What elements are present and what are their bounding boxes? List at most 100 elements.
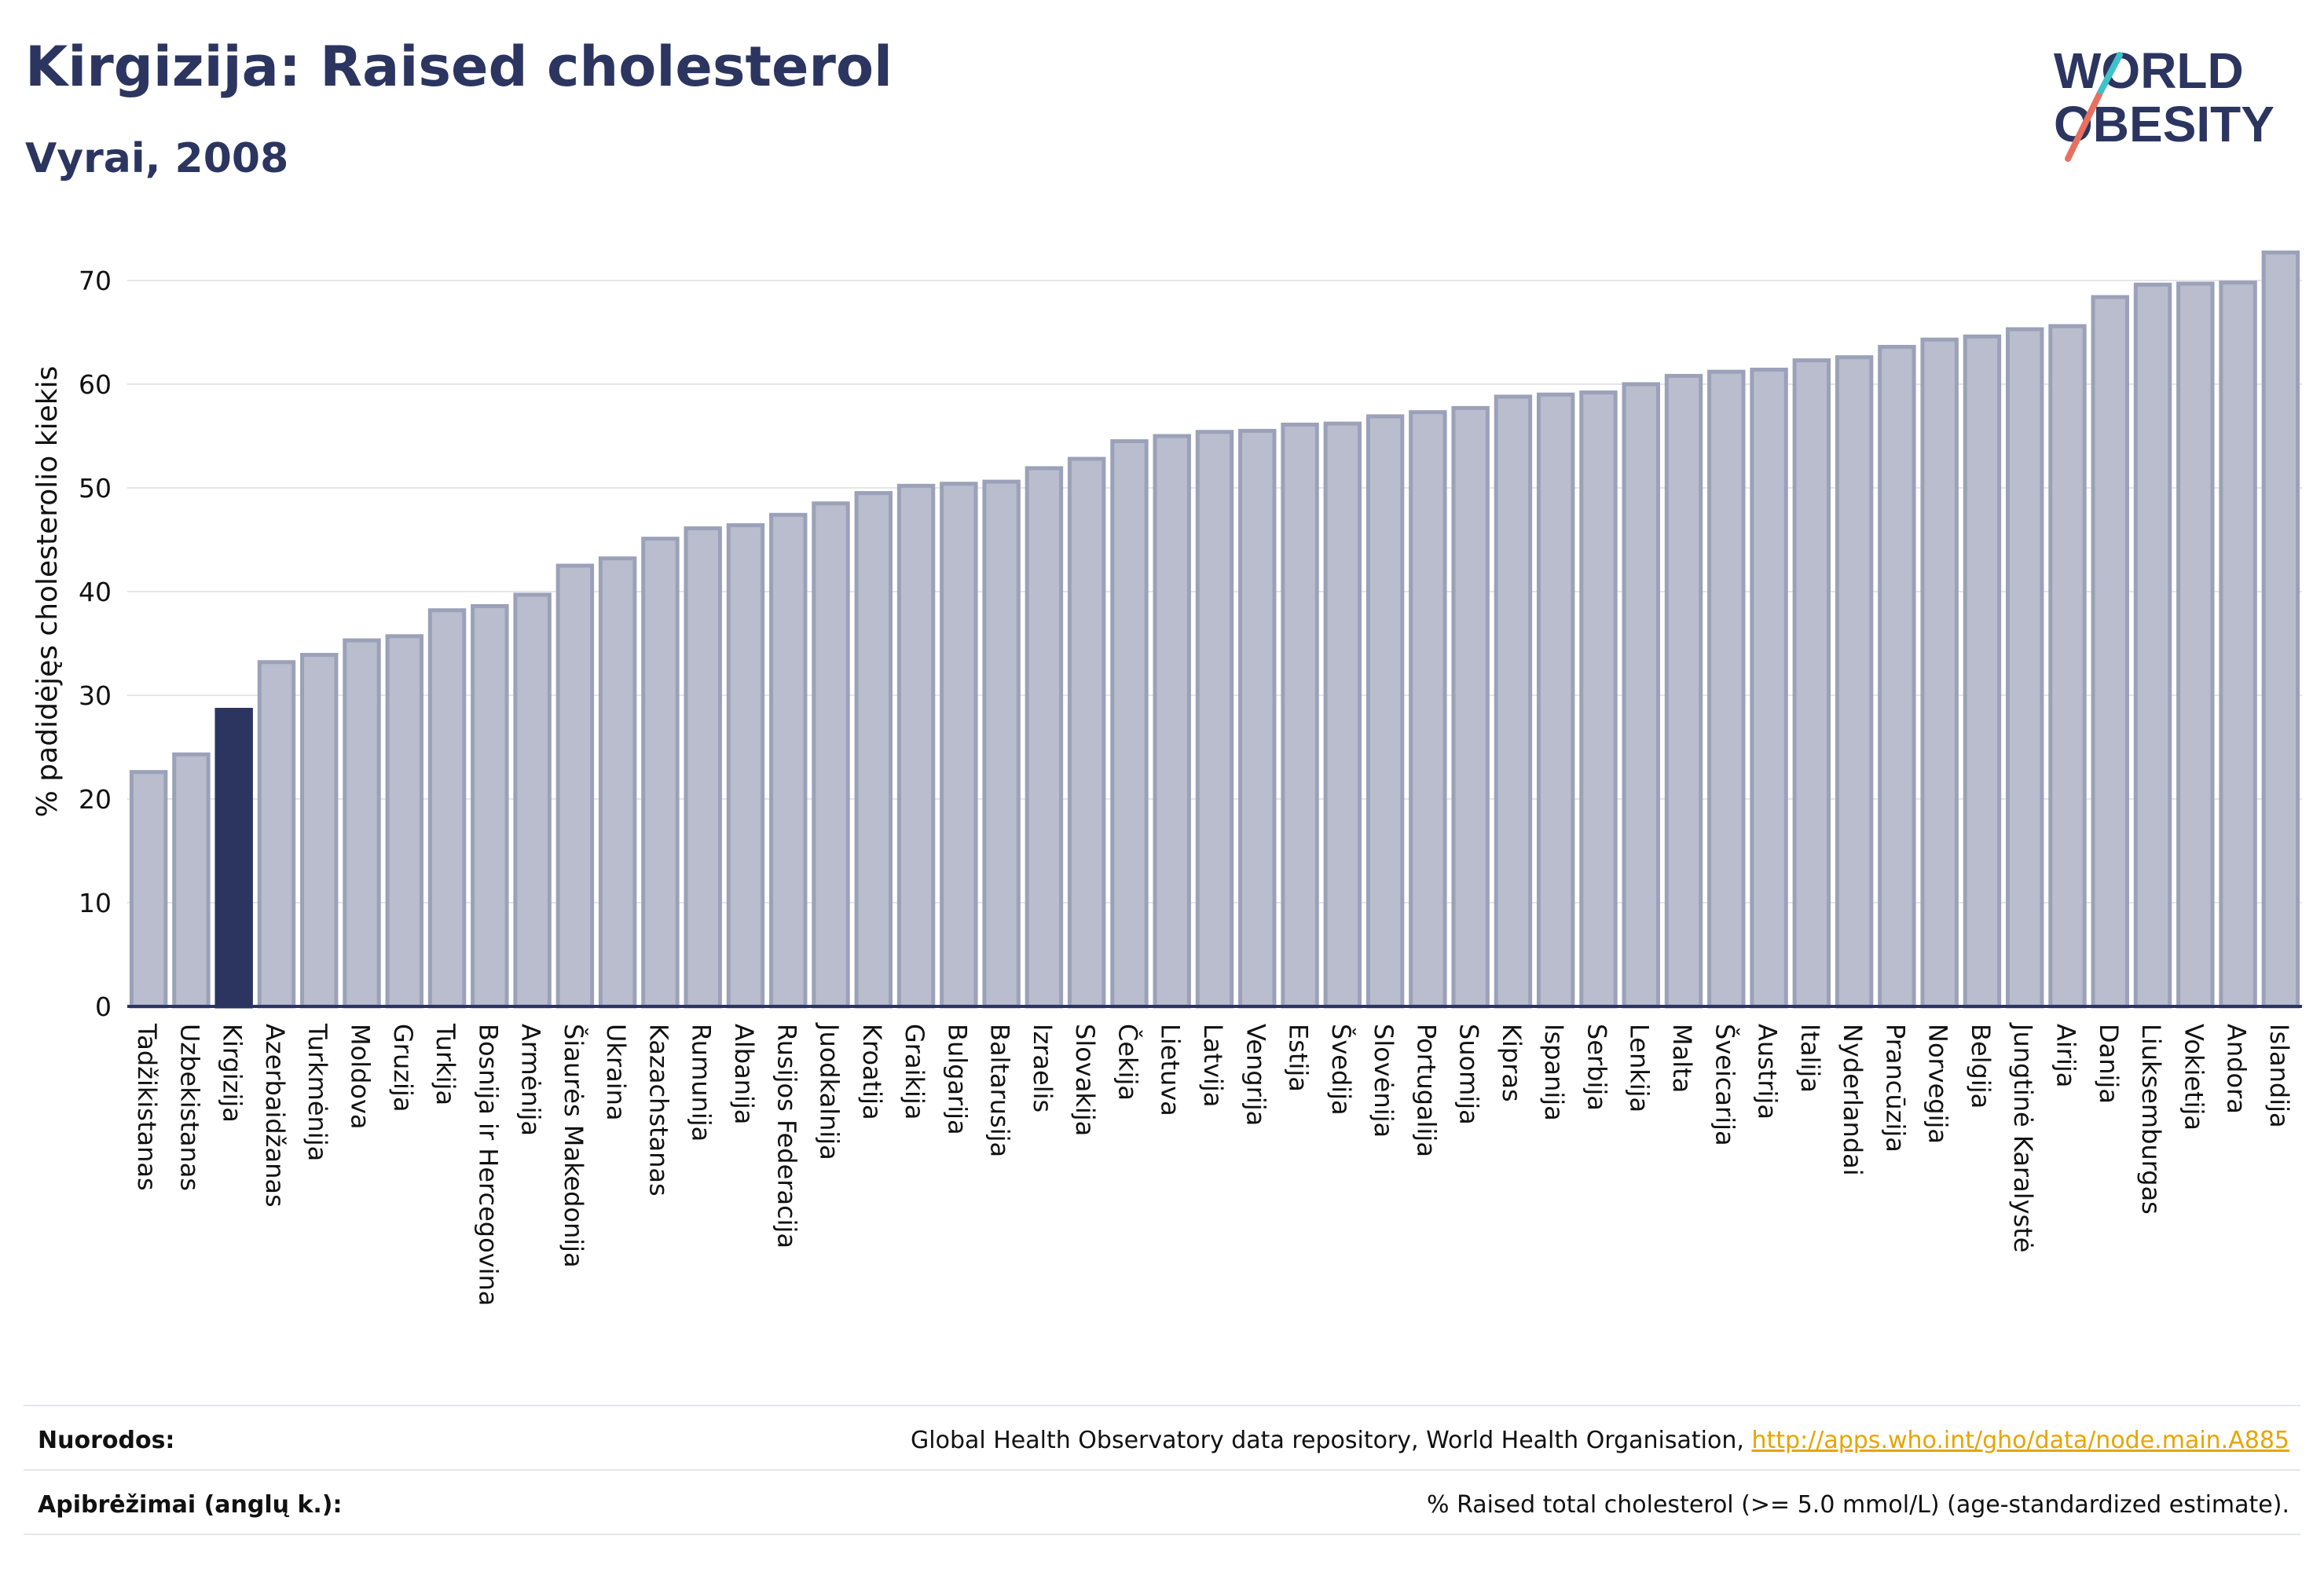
x-tick-label: Gruzija — [388, 1024, 418, 1112]
bar-country[interactable] — [471, 603, 509, 1009]
x-tick-label: Prancūzija — [1880, 1024, 1910, 1153]
x-tick-label: Rusijos Federacija — [772, 1024, 801, 1248]
x-tick-label: Kazachstanas — [643, 1024, 673, 1197]
x-tick-label: Serbija — [1582, 1024, 1611, 1111]
x-tick-label: Airija — [2051, 1024, 2080, 1087]
bar-country[interactable] — [854, 491, 893, 1009]
x-tick-label: Ukraina — [601, 1024, 631, 1121]
bar-country[interactable] — [1067, 456, 1106, 1009]
bar-country[interactable] — [1238, 428, 1277, 1009]
bar-country[interactable] — [1365, 414, 1405, 1009]
bar-country[interactable] — [1707, 369, 1746, 1009]
sources-value: Global Health Observatory data repositor… — [911, 1427, 2289, 1454]
x-tick-label: Bulgarija — [942, 1024, 972, 1135]
bar-country[interactable] — [427, 608, 467, 1009]
x-tick-label: Tadžikistanas — [132, 1023, 162, 1191]
bar-country[interactable] — [726, 523, 765, 1009]
x-tick-label: Malta — [1667, 1024, 1697, 1093]
logo-slash-teal — [2098, 52, 2123, 94]
bar-country[interactable] — [2006, 327, 2044, 1009]
bar-country[interactable] — [2091, 295, 2129, 1009]
bar-country[interactable] — [1622, 382, 1660, 1009]
world-obesity-logo[interactable]: WORLD OBESITY — [2051, 39, 2310, 173]
bar-country[interactable] — [1281, 422, 1319, 1009]
y-tick-label: 30 — [79, 680, 112, 711]
bar-country[interactable] — [812, 501, 850, 1009]
x-tick-label: Albanija — [729, 1024, 759, 1124]
bar-country[interactable] — [641, 537, 680, 1009]
footer-divider-top — [24, 1405, 2300, 1406]
bar-country[interactable] — [1494, 394, 1533, 1009]
chart-subtitle: Vyrai, 2008 — [25, 135, 289, 182]
bar-country[interactable] — [684, 526, 722, 1009]
y-tick-label: 0 — [95, 991, 112, 1022]
sources-link[interactable]: http://apps.who.int/gho/data/node.main.A… — [1751, 1427, 2289, 1454]
bar-country[interactable] — [129, 770, 168, 1009]
bar-country[interactable] — [1878, 344, 1916, 1009]
x-tick-label: Švedija — [1326, 1024, 1357, 1116]
x-tick-label: Jungtinė Karalystė — [2008, 1022, 2038, 1252]
bar-country[interactable] — [513, 592, 552, 1009]
x-tick-label: Vokietija — [2179, 1024, 2209, 1131]
definitions-value: % Raised total cholesterol (>= 5.0 mmol/… — [1427, 1491, 2289, 1519]
x-tick-label: Rumunija — [687, 1024, 717, 1142]
x-tick-label: Kroatija — [857, 1024, 887, 1120]
x-tick-label: Izraelis — [1028, 1024, 1058, 1112]
bar-country[interactable] — [343, 638, 381, 1009]
bar-country[interactable] — [1025, 466, 1064, 1009]
bar-country[interactable] — [1451, 405, 1490, 1009]
bar-chart: 0 10 20 30 40 50 60 70 Tadžikistanas Uzbekistana… — [31, 250, 2302, 1306]
bar-country[interactable] — [1536, 392, 1575, 1009]
x-tick-label: Šiaurės Makedonija — [559, 1024, 589, 1268]
bar-country[interactable] — [940, 482, 978, 1009]
footer-divider-middle — [24, 1469, 2300, 1471]
y-axis-ticks: 0 10 20 30 40 50 60 70 — [79, 266, 112, 1022]
bar-country[interactable] — [1664, 373, 1703, 1009]
bar-country[interactable] — [172, 752, 211, 1009]
bar-country[interactable] — [1920, 337, 1959, 1009]
bar-country[interactable] — [1792, 358, 1831, 1009]
bar-country[interactable] — [1409, 410, 1447, 1009]
bar-country[interactable] — [1963, 334, 2002, 1009]
y-tick-label: 40 — [79, 577, 112, 607]
bar-country[interactable] — [257, 660, 296, 1009]
x-tick-label: Islandija — [2264, 1024, 2294, 1128]
bar-country[interactable] — [1153, 434, 1191, 1009]
y-tick-label: 70 — [79, 266, 112, 296]
x-tick-label: Ispanija — [1539, 1024, 1569, 1121]
x-tick-label: Armėnija — [516, 1024, 546, 1136]
bar-country[interactable] — [555, 563, 595, 1009]
x-tick-label: Slovėnija — [1369, 1024, 1398, 1138]
bar-country[interactable] — [769, 512, 808, 1009]
bar-country[interactable] — [896, 483, 936, 1009]
footer-divider-bottom — [24, 1534, 2300, 1535]
x-tick-label: Estija — [1284, 1024, 1314, 1092]
bar-country[interactable] — [2048, 324, 2087, 1009]
bar-country[interactable] — [1835, 355, 1874, 1009]
bar-country[interactable] — [2261, 250, 2300, 1009]
bar-country[interactable] — [598, 556, 637, 1009]
bar-country[interactable] — [1110, 439, 1149, 1009]
bars — [129, 250, 2300, 1009]
x-tick-label: Baltarusija — [985, 1024, 1015, 1157]
sources-text: Global Health Observatory data repositor… — [911, 1427, 1752, 1454]
bar-highlighted[interactable] — [214, 707, 253, 1009]
x-tick-label: Kirgizija — [218, 1024, 247, 1123]
x-tick-label: Juodkalnija — [815, 1022, 845, 1160]
x-tick-label: Italija — [1795, 1024, 1825, 1093]
x-tick-label: Danija — [2094, 1024, 2124, 1104]
x-tick-label: Moldova — [346, 1024, 376, 1130]
bar-country[interactable] — [2133, 282, 2172, 1009]
x-axis-labels: Tadžikistanas Uzbekistanas Kirgizija Azerba… — [132, 1022, 2294, 1306]
bar-country[interactable] — [1750, 368, 1788, 1009]
bar-country[interactable] — [385, 634, 423, 1009]
bar-country[interactable] — [300, 653, 339, 1009]
bar-country[interactable] — [1323, 421, 1362, 1009]
bar-country[interactable] — [982, 479, 1021, 1009]
x-tick-label: Bosnija ir Hercegovina — [473, 1024, 503, 1306]
bar-country[interactable] — [2176, 281, 2215, 1009]
bar-country[interactable] — [1579, 390, 1618, 1009]
bar-country[interactable] — [1195, 430, 1234, 1009]
bar-country[interactable] — [2219, 280, 2257, 1009]
x-tick-label: Čekija — [1113, 1024, 1143, 1101]
